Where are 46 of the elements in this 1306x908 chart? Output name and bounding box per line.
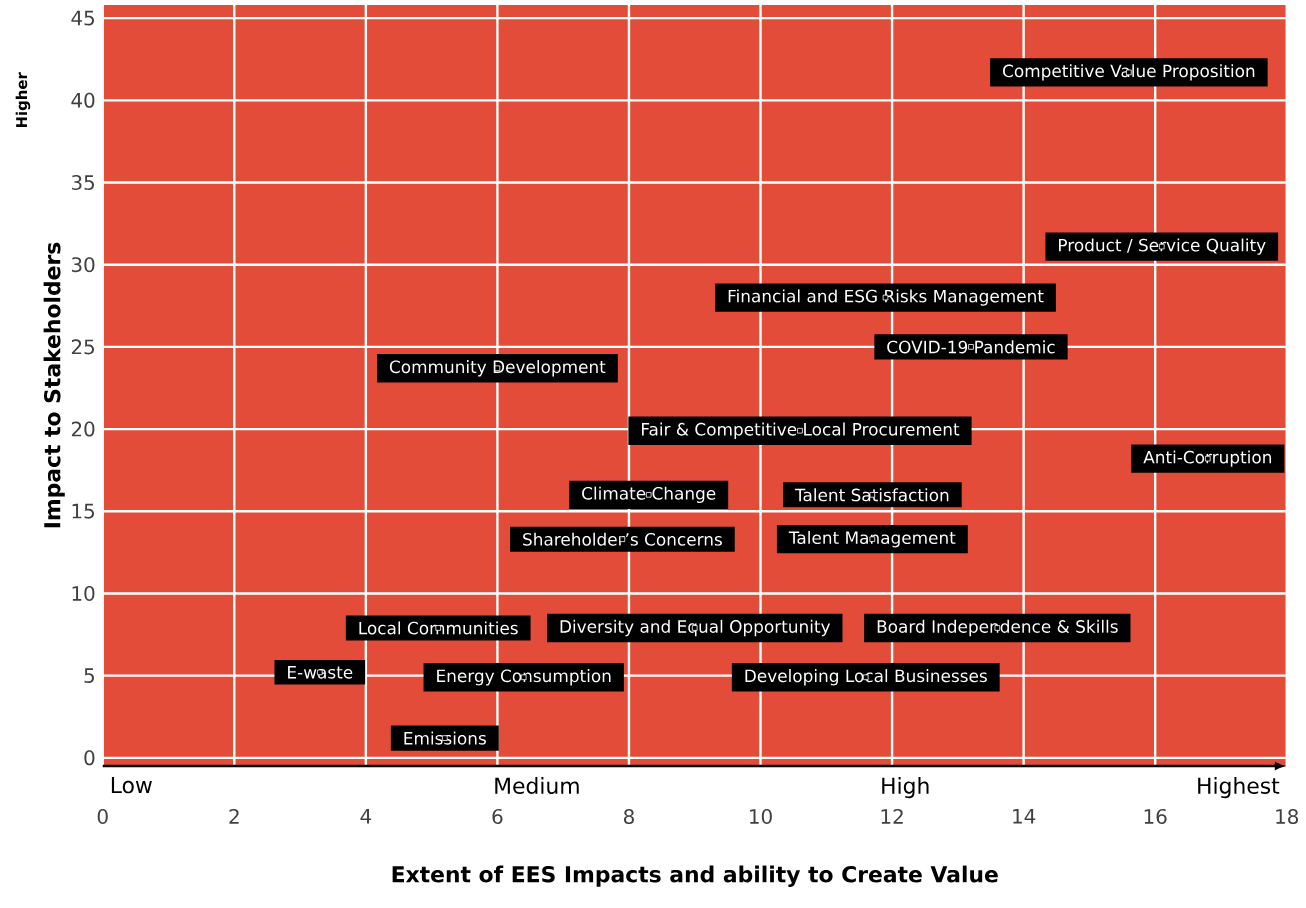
series-label: Emissions bbox=[404, 731, 486, 745]
text: Higher bbox=[15, 72, 31, 128]
series-label: Energy Consumption bbox=[437, 669, 611, 686]
y-tick-label: 10 bbox=[72, 586, 95, 602]
y-tick-label: 45 bbox=[71, 10, 94, 26]
series-label: Talent Satisfaction bbox=[794, 488, 949, 502]
series-label: Competitive Value Proposition bbox=[1003, 64, 1255, 81]
text: High bbox=[882, 777, 929, 799]
y-tick-label: 30 bbox=[71, 257, 95, 273]
y-tick-label: 15 bbox=[72, 504, 94, 519]
y-tick-label: 40 bbox=[71, 92, 95, 108]
series-label: E-waste bbox=[288, 666, 353, 679]
series-label: Community Development bbox=[389, 360, 606, 377]
point bbox=[797, 428, 803, 434]
x-tick-label: 6 bbox=[492, 809, 503, 825]
series-label: Board Independence & Skills bbox=[877, 619, 1118, 637]
series-label: Diversity and Equal Opportunity bbox=[560, 619, 831, 637]
text: Medium bbox=[495, 777, 579, 795]
series-label: Anti-Corruption bbox=[1143, 450, 1271, 467]
point bbox=[968, 344, 974, 350]
x-tick-label: 10 bbox=[750, 809, 772, 825]
y-tick-label: 5 bbox=[84, 668, 94, 684]
y-tick-label: 0 bbox=[84, 750, 95, 766]
series-label: Fair & Competitive Local Procurement bbox=[642, 422, 960, 440]
series-label: Local Communities bbox=[359, 621, 518, 635]
y-tick-label: 25 bbox=[71, 339, 94, 355]
series-label: COVID-19 Pandemic bbox=[887, 340, 1055, 354]
series-label: Product / Service Quality bbox=[1059, 238, 1266, 255]
y-tick-label: 20 bbox=[71, 421, 95, 437]
series-label: Talent Management bbox=[788, 531, 956, 548]
y-tick-label: 35 bbox=[71, 175, 94, 191]
x-tick-label: 8 bbox=[623, 809, 634, 825]
x-tick-label: 4 bbox=[360, 809, 372, 824]
x-tick-label: 12 bbox=[881, 809, 903, 824]
series-label: Climate Change bbox=[582, 486, 716, 504]
series-label: Financial and ESG Risks Management bbox=[728, 289, 1044, 306]
x-tick-label: 18 bbox=[1276, 809, 1299, 825]
text: Low bbox=[111, 777, 152, 794]
x-tick-label: 2 bbox=[229, 809, 239, 824]
text: Highest bbox=[1198, 777, 1280, 799]
x-axis-title: Extent of EES Impacts and ability to Create Value bbox=[392, 865, 998, 888]
x-tick-label: 16 bbox=[1144, 809, 1167, 825]
series-label: Shareholder’s Concerns bbox=[523, 532, 722, 546]
x-tick-label: 14 bbox=[1013, 809, 1036, 824]
x-tick-label: 0 bbox=[97, 809, 108, 825]
y-axis-title: Impact to Stakeholders bbox=[43, 242, 65, 528]
